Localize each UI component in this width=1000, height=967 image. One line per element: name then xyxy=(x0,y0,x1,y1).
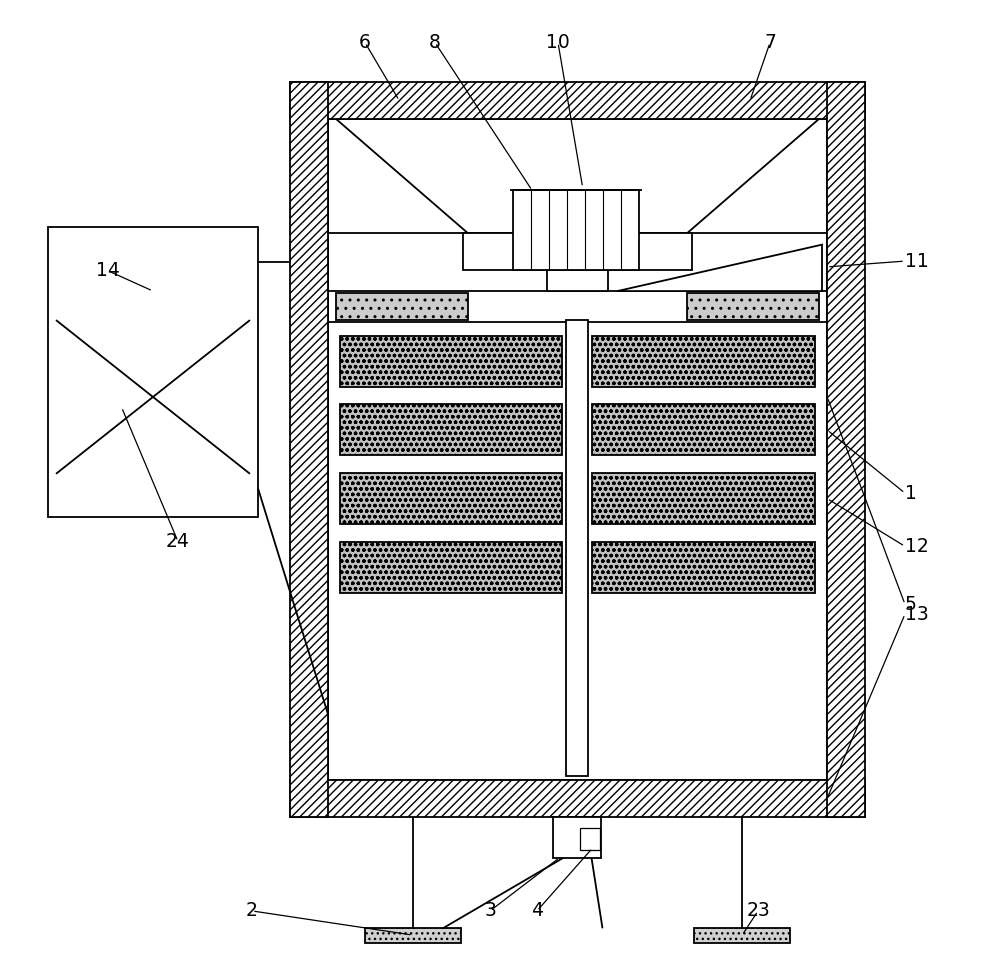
Bar xyxy=(687,293,819,320)
Bar xyxy=(48,227,258,517)
Bar xyxy=(340,336,562,387)
Bar xyxy=(336,293,468,320)
Bar xyxy=(580,829,600,850)
Text: 6: 6 xyxy=(359,33,371,52)
Text: 5: 5 xyxy=(905,595,917,614)
Bar xyxy=(513,190,639,270)
Bar xyxy=(340,404,562,455)
Bar xyxy=(290,780,865,817)
Bar xyxy=(340,473,562,524)
Text: 8: 8 xyxy=(429,33,441,52)
Text: 4: 4 xyxy=(531,901,543,921)
Text: 14: 14 xyxy=(96,261,120,280)
Bar xyxy=(290,82,865,119)
Bar xyxy=(553,817,601,858)
Bar xyxy=(592,404,815,455)
Text: 10: 10 xyxy=(546,33,570,52)
Bar xyxy=(463,233,692,270)
Bar xyxy=(547,270,608,291)
Text: 7: 7 xyxy=(764,33,776,52)
Bar xyxy=(827,82,865,817)
Text: 24: 24 xyxy=(166,532,190,551)
Text: 1: 1 xyxy=(905,484,917,503)
Bar xyxy=(566,320,588,776)
Bar xyxy=(290,82,328,817)
Text: 12: 12 xyxy=(905,537,929,556)
Bar xyxy=(694,928,790,943)
Text: 23: 23 xyxy=(746,901,770,921)
Text: 11: 11 xyxy=(905,251,929,271)
Bar xyxy=(592,542,815,593)
Bar xyxy=(592,473,815,524)
Text: 3: 3 xyxy=(484,901,496,921)
Polygon shape xyxy=(617,245,822,291)
Bar xyxy=(340,542,562,593)
Bar xyxy=(328,119,827,780)
Text: 2: 2 xyxy=(246,901,258,921)
Bar xyxy=(365,928,461,943)
Bar xyxy=(592,336,815,387)
Text: 13: 13 xyxy=(905,604,929,624)
